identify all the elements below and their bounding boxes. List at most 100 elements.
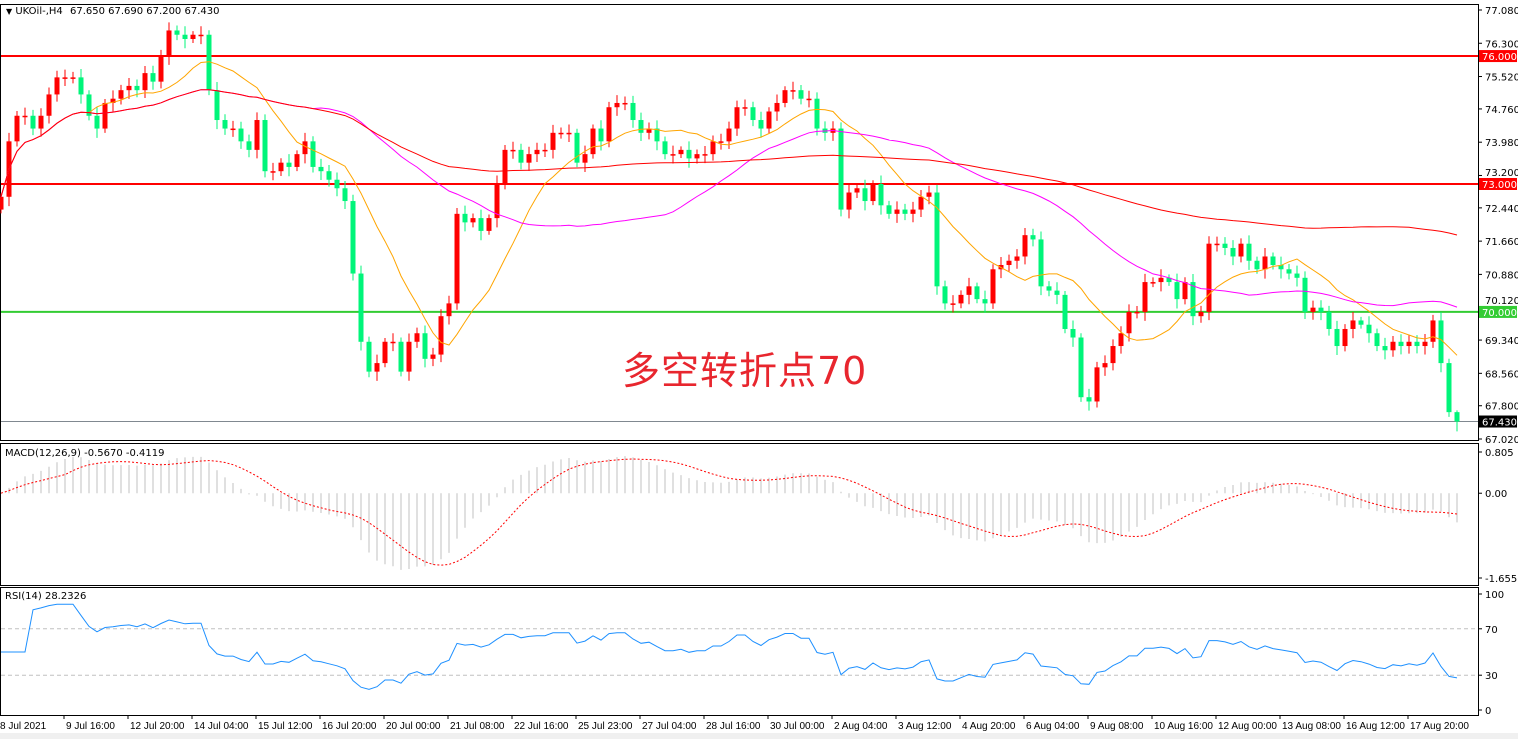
candle-body bbox=[766, 111, 772, 129]
candle-body bbox=[478, 218, 484, 231]
symbol-label: UKOil-,H4 bbox=[15, 6, 63, 17]
candle-body bbox=[94, 115, 100, 129]
candle bbox=[1190, 273, 1196, 326]
price-label-73.000: 73.000 bbox=[1482, 180, 1517, 191]
candle bbox=[510, 141, 516, 159]
candle bbox=[1198, 305, 1204, 323]
candle bbox=[422, 325, 428, 368]
candle bbox=[1214, 236, 1220, 252]
candle bbox=[1206, 236, 1212, 321]
candle bbox=[950, 295, 956, 313]
rsi-pane[interactable]: 100 70 30 0 bbox=[0, 587, 1505, 718]
candle-body bbox=[662, 141, 668, 155]
main-price-pane[interactable]: 77.080 76.300 75.520 74.760 73.980 73.200 72.4… bbox=[0, 4, 1518, 447]
candle bbox=[670, 145, 676, 164]
candle bbox=[406, 333, 412, 381]
candle bbox=[222, 114, 228, 135]
candle-body bbox=[574, 132, 580, 163]
candle bbox=[782, 86, 788, 108]
candle-body bbox=[1022, 235, 1028, 257]
time-tick-label: 27 Jul 04:00 bbox=[642, 721, 697, 732]
candle bbox=[1006, 254, 1012, 272]
price-label-67.430: 67.430 bbox=[1482, 418, 1517, 429]
candle bbox=[158, 49, 164, 89]
candle-body bbox=[806, 98, 812, 101]
candle-body bbox=[1094, 367, 1100, 402]
time-tick-label: 28 Jul 16:00 bbox=[706, 721, 761, 732]
candle-body bbox=[366, 341, 372, 372]
time-tick-label: 13 Aug 08:00 bbox=[1282, 721, 1341, 732]
candle-body bbox=[54, 77, 60, 95]
candle bbox=[1110, 339, 1116, 371]
candle bbox=[1134, 306, 1140, 319]
candle-body bbox=[814, 98, 820, 129]
candle-body bbox=[798, 90, 804, 99]
candle-body bbox=[1326, 311, 1332, 329]
candle bbox=[70, 71, 76, 84]
candle bbox=[1374, 328, 1380, 352]
candle-body bbox=[486, 218, 492, 231]
candle-body bbox=[958, 294, 964, 304]
candle-body bbox=[774, 102, 780, 112]
candle bbox=[486, 214, 492, 235]
candle bbox=[590, 124, 596, 159]
candle-body bbox=[1294, 273, 1300, 278]
candle bbox=[1086, 388, 1092, 411]
candle bbox=[1454, 410, 1460, 432]
macd-pane[interactable]: 0.805 0.00 -1.6556 bbox=[0, 443, 1518, 586]
candle bbox=[646, 122, 652, 140]
candle-body bbox=[838, 128, 844, 210]
candle bbox=[854, 183, 860, 198]
candle bbox=[1030, 228, 1036, 247]
collapse-triangle-icon[interactable]: ▼ bbox=[6, 7, 13, 16]
candle-body bbox=[1350, 320, 1356, 329]
candle-body bbox=[302, 141, 308, 155]
time-tick-label: 25 Jul 23:00 bbox=[578, 721, 633, 732]
candle-body bbox=[1062, 294, 1068, 329]
candle-body bbox=[1006, 260, 1012, 266]
candle-body bbox=[286, 162, 292, 167]
candle bbox=[430, 347, 436, 367]
time-tick-label: 9 Aug 08:00 bbox=[1090, 721, 1144, 732]
candle bbox=[982, 290, 988, 313]
candle bbox=[526, 146, 532, 171]
ohlc-readout: 67.650 67.690 67.200 67.430 bbox=[69, 6, 220, 17]
candle bbox=[0, 193, 4, 214]
candle-body bbox=[1182, 282, 1188, 300]
candle bbox=[294, 150, 300, 172]
candle-body bbox=[878, 183, 884, 206]
candle-body bbox=[326, 171, 332, 180]
candle bbox=[718, 133, 724, 150]
candle-body bbox=[374, 363, 380, 372]
candle bbox=[246, 134, 252, 158]
candle-body bbox=[622, 102, 628, 105]
candle bbox=[1262, 247, 1268, 279]
candle-body bbox=[1374, 333, 1380, 347]
time-tick-label: 21 Jul 08:00 bbox=[450, 721, 505, 732]
rsi-tick-label: 70 bbox=[1485, 625, 1498, 636]
candle-body bbox=[1214, 243, 1220, 246]
candle bbox=[918, 189, 924, 218]
candle bbox=[230, 120, 236, 137]
candle bbox=[182, 26, 188, 49]
candle bbox=[1238, 238, 1244, 263]
candle-body bbox=[886, 205, 892, 214]
annotation-text: 多空转折点70 bbox=[622, 349, 868, 393]
candle-body bbox=[1078, 337, 1084, 398]
bottom-strip bbox=[0, 733, 1518, 739]
price-tick-label: 72.440 bbox=[1485, 204, 1518, 215]
macd-title: MACD(12,26,9) -0.5670 -0.4119 bbox=[5, 448, 165, 459]
candle bbox=[46, 87, 52, 124]
candle bbox=[686, 141, 692, 168]
time-tick-label: 22 Jul 16:00 bbox=[514, 721, 569, 732]
time-tick-label: 30 Jul 00:00 bbox=[770, 721, 825, 732]
candle-body bbox=[1158, 277, 1164, 283]
candle-body bbox=[126, 85, 132, 91]
candle-body bbox=[942, 286, 948, 304]
candle-body bbox=[174, 30, 180, 35]
candle bbox=[710, 135, 716, 161]
candle-body bbox=[422, 333, 428, 359]
candle-body bbox=[750, 107, 756, 121]
chart-title[interactable]: ▼ UKOil-,H4 67.650 67.690 67.200 67.430 bbox=[6, 6, 219, 17]
